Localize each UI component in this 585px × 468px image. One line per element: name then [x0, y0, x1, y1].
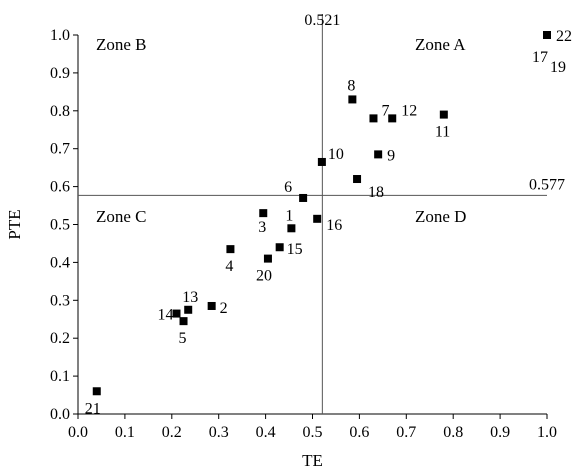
point-14	[172, 309, 181, 318]
data-points	[92, 31, 551, 396]
x-tick-label: 0.9	[490, 424, 510, 441]
point-10	[317, 157, 326, 166]
point-label-14: 14	[157, 307, 173, 324]
point-label-8: 8	[347, 77, 355, 94]
y-tick-label: 0.1	[50, 368, 70, 385]
point-label-16: 16	[326, 217, 342, 234]
y-tick-label: 1.0	[50, 27, 70, 44]
y-tick-label: 0.8	[50, 103, 70, 120]
point-11	[439, 110, 448, 119]
point-18	[353, 175, 362, 184]
point-label-6: 6	[284, 179, 292, 196]
y-tick-label: 0.9	[50, 65, 70, 82]
y-tick-label: 0.7	[50, 141, 70, 158]
point-label-5: 5	[179, 330, 187, 347]
point-9	[374, 150, 383, 159]
x-tick-label: 0.5	[303, 424, 323, 441]
y-tick-label: 0.6	[50, 179, 70, 196]
zone-label-d: Zone D	[415, 207, 466, 226]
point-label-7: 7	[381, 102, 389, 119]
x-tick-label: 0.6	[349, 424, 369, 441]
zone-label-a: Zone A	[415, 35, 466, 54]
point-label-2: 2	[220, 300, 228, 317]
point-22	[543, 31, 551, 39]
point-label-3: 3	[258, 219, 266, 236]
y-tick-label: 0.3	[50, 292, 70, 309]
point-label-17: 17	[532, 49, 548, 66]
reference-lines: 0.521 0.577	[78, 12, 565, 414]
zone-labels: Zone A Zone B Zone C Zone D	[96, 35, 466, 226]
y-axis-title: PTE	[5, 209, 24, 239]
x-tick-label: 1.0	[537, 424, 557, 441]
point-20	[263, 254, 272, 263]
point-4	[226, 245, 235, 254]
x-tick-label: 0.1	[115, 424, 135, 441]
x-tick-label: 0.2	[162, 424, 182, 441]
point-label-11: 11	[435, 124, 450, 141]
point-15	[275, 243, 284, 252]
x-tick-label: 0.8	[443, 424, 463, 441]
point-label-9: 9	[387, 147, 395, 164]
x-axis-title: TE	[302, 451, 323, 468]
point-3	[259, 209, 268, 218]
point-12	[388, 114, 397, 123]
y-tick-label: 0.2	[50, 330, 70, 347]
zone-label-c: Zone C	[96, 207, 147, 226]
x-tick-label: 0.3	[209, 424, 229, 441]
y-tick-label: 0.4	[50, 254, 70, 271]
point-label-1: 1	[285, 207, 293, 224]
x-tick-label: 0.0	[68, 424, 88, 441]
point-label-10: 10	[328, 146, 344, 163]
point-label-13: 13	[182, 289, 198, 306]
point-label-18: 18	[368, 184, 384, 201]
point-5	[179, 317, 188, 326]
axes: 0.0 0.1 0.2 0.3 0.4 0.5 0.6 0.7 0.8 0.9 1.0 0.0 0.1 0…	[50, 27, 557, 441]
point-label-19: 19	[550, 59, 566, 76]
zone-label-b: Zone B	[96, 35, 147, 54]
point-8	[348, 95, 357, 104]
point-7	[369, 114, 378, 123]
point-label-15: 15	[287, 241, 303, 258]
y-tick-label: 0.0	[50, 406, 70, 423]
point-13	[184, 305, 193, 314]
point-1	[287, 224, 296, 233]
point-label-12: 12	[401, 102, 417, 119]
point-21	[92, 387, 101, 396]
point-6	[299, 193, 308, 202]
point-2	[207, 301, 216, 310]
point-label-4: 4	[225, 258, 233, 275]
point-16	[313, 214, 322, 223]
x-tick-label: 0.7	[396, 424, 416, 441]
x-tick-label: 0.4	[256, 424, 276, 441]
point-label-21: 21	[85, 400, 101, 417]
horizontal-reference-label: 0.577	[529, 176, 565, 193]
vertical-reference-label: 0.521	[304, 12, 340, 29]
point-label-20: 20	[256, 268, 272, 285]
point-label-22: 22	[556, 28, 572, 45]
y-tick-label: 0.5	[50, 217, 70, 234]
